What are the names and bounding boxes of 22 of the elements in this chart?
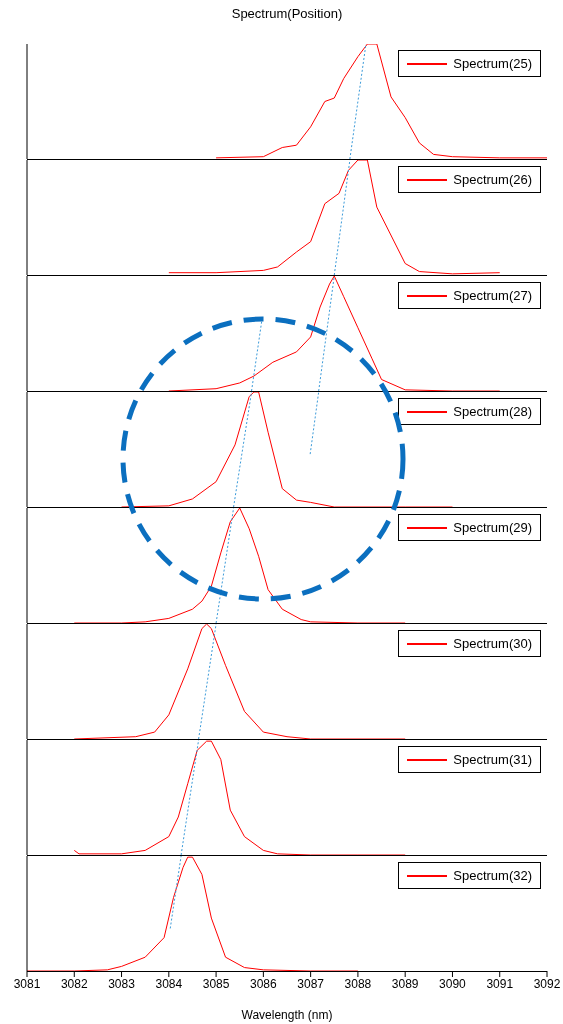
legend-label: Spectrum(32) [453, 868, 532, 883]
x-tick-label: 3085 [202, 976, 230, 991]
legend-label: Spectrum(29) [453, 520, 532, 535]
x-tick-label: 3083 [108, 976, 136, 991]
x-axis-title: Wavelength (nm) [241, 1008, 333, 1022]
x-tick-label: 3081 [13, 976, 41, 991]
legend-label: Spectrum(27) [453, 288, 532, 303]
x-tick-label: 3092 [533, 976, 561, 991]
legend-label: Spectrum(26) [453, 172, 532, 187]
x-tick-label: 3087 [297, 976, 325, 991]
x-tick-label: 3090 [439, 976, 467, 991]
x-tick-label: 3088 [344, 976, 372, 991]
x-tick-label: 3084 [155, 976, 183, 991]
legend-label: Spectrum(25) [453, 56, 532, 71]
x-tick-label: 3082 [60, 976, 88, 991]
chart-title: Spectrum(Position) [230, 6, 344, 21]
x-tick-label: 3091 [486, 976, 514, 991]
legend-label: Spectrum(28) [453, 404, 532, 419]
legend-label: Spectrum(31) [453, 752, 532, 767]
x-tick-label: 3089 [391, 976, 419, 991]
legend-label: Spectrum(30) [453, 636, 532, 651]
x-tick-label: 3086 [250, 976, 278, 991]
